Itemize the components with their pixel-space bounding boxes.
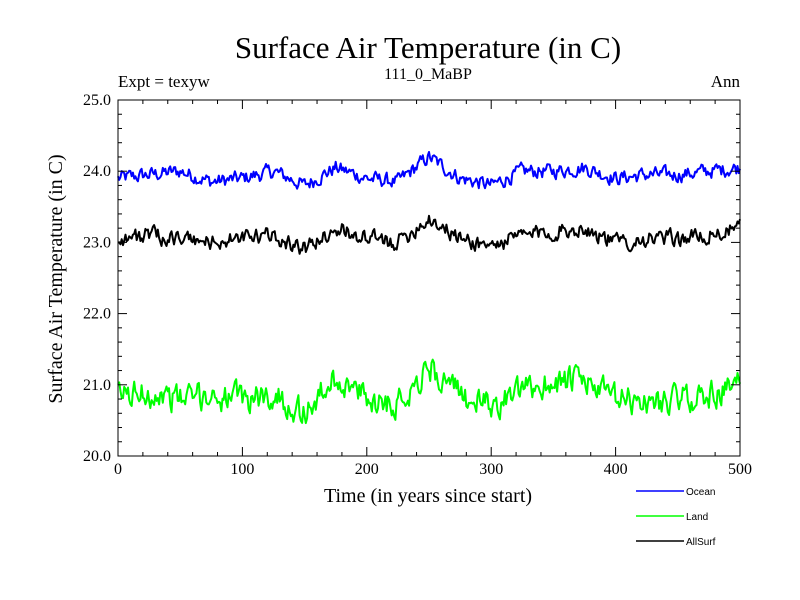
plot-frame: [117, 99, 741, 457]
x-tick-label: 300: [479, 461, 503, 478]
y-tick-label: 22.0: [83, 306, 111, 323]
x-tick-label: 0: [114, 461, 122, 478]
x-tick-label: 200: [355, 461, 379, 478]
x-tick-label: 100: [230, 461, 254, 478]
chart-subtitle: 111_0_MaBP: [384, 66, 472, 83]
experiment-label: Expt = texyw: [118, 72, 210, 91]
legend-label-allsurf: AllSurf: [686, 537, 716, 548]
x-tick-label: 500: [728, 461, 752, 478]
y-tick-label: 23.0: [83, 234, 111, 251]
y-tick-label: 25.0: [83, 92, 111, 109]
legend-label-ocean: Ocean: [686, 487, 715, 498]
y-tick-label: 20.0: [83, 448, 111, 465]
series-line-allsurf: [117, 214, 741, 255]
series-line-land: [117, 358, 741, 425]
series-line-ocean: [117, 151, 741, 190]
y-tick-label: 24.0: [83, 163, 111, 180]
y-tick-label: 21.0: [83, 377, 111, 394]
chart-title: Surface Air Temperature (in C): [235, 30, 621, 65]
legend: Ocean Land AllSurf: [636, 487, 716, 548]
axes-layer: 0 100 200 300 400 500 20.0 21.0 22.0 23.0 24.0 25.0: [83, 92, 752, 478]
x-tick-label: 400: [604, 461, 628, 478]
period-label: Ann: [711, 72, 741, 91]
series-layer: [117, 151, 741, 425]
legend-label-land: Land: [686, 512, 708, 523]
y-axis-label: Surface Air Temperature (in C): [45, 154, 67, 403]
x-axis-label: Time (in years since start): [324, 485, 532, 507]
